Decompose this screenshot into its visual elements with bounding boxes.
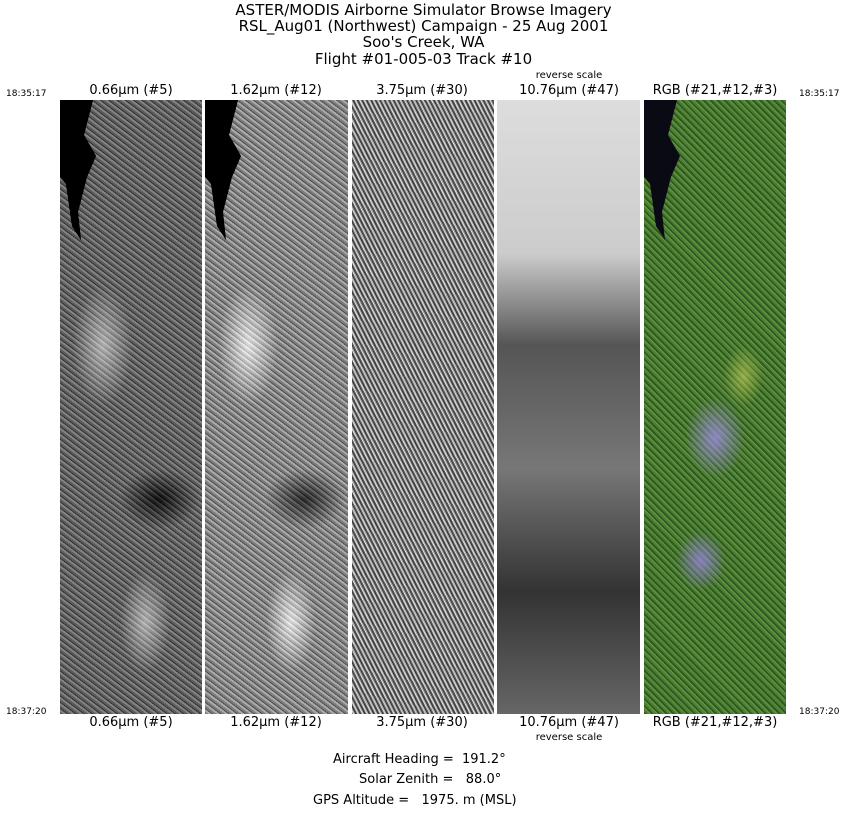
title-line-3: Soo's Creek, WA xyxy=(362,33,485,51)
band-label-top-3: 3.75µm (#30) xyxy=(376,83,468,98)
time-end-right: 18:37:20 xyxy=(799,707,840,717)
band-label-bottom-1: 0.66µm (#5) xyxy=(89,715,173,730)
band-label-bottom-2: 1.62µm (#12) xyxy=(230,715,322,730)
reverse-scale-top: reverse scale xyxy=(535,70,603,81)
image-band-30 xyxy=(352,100,494,714)
time-start-right: 18:35:17 xyxy=(799,89,840,99)
band-label-top-5: RGB (#21,#12,#3) xyxy=(652,83,778,98)
band-label-bottom-4: 10.76µm (#47) xyxy=(519,715,619,730)
time-end-left: 18:37:20 xyxy=(6,707,47,717)
band-label-top-4: 10.76µm (#47) xyxy=(519,83,619,98)
title-line-4: Flight #01-005-03 Track #10 xyxy=(314,50,533,68)
lake-shape xyxy=(205,100,241,240)
aircraft-heading: Aircraft Heading = 191.2° xyxy=(333,752,506,767)
lake-shape xyxy=(644,100,680,240)
reverse-scale-bottom: reverse scale xyxy=(535,732,603,743)
image-band-12 xyxy=(205,100,348,714)
image-rgb xyxy=(644,100,786,714)
image-band-47 xyxy=(497,100,640,714)
band-label-bottom-5: RGB (#21,#12,#3) xyxy=(652,715,778,730)
band-label-top-1: 0.66µm (#5) xyxy=(89,83,173,98)
band-label-top-2: 1.62µm (#12) xyxy=(230,83,322,98)
image-band-5 xyxy=(60,100,202,714)
title-line-2: RSL_Aug01 (Northwest) Campaign - 25 Aug … xyxy=(238,17,609,35)
gps-altitude: GPS Altitude = 1975. m (MSL) xyxy=(313,793,517,808)
title-line-1: ASTER/MODIS Airborne Simulator Browse Im… xyxy=(235,1,612,19)
lake-shape xyxy=(60,100,96,240)
solar-zenith: Solar Zenith = 88.0° xyxy=(359,772,502,787)
time-start-left: 18:35:17 xyxy=(6,89,47,99)
band-label-bottom-3: 3.75µm (#30) xyxy=(376,715,468,730)
